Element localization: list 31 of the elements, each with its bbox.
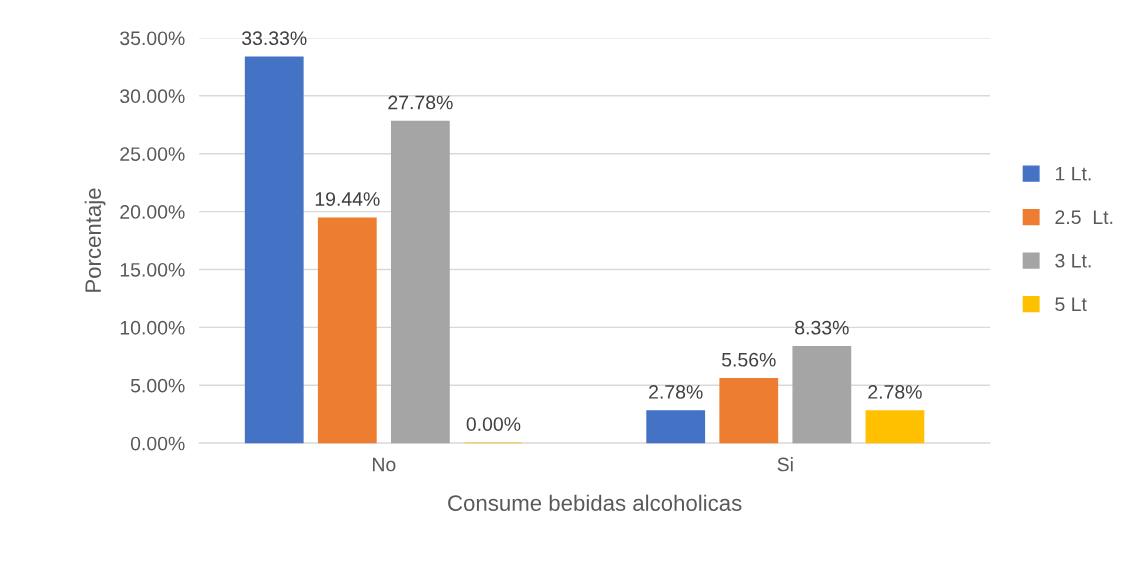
bar <box>646 410 706 444</box>
bar <box>244 56 304 444</box>
y-tick-label: 30.00% <box>120 89 185 104</box>
data-label: 33.33% <box>242 31 307 46</box>
data-label: 19.44% <box>315 192 380 206</box>
y-tick-label: 5.00% <box>130 378 185 393</box>
y-tick-label: 10.00% <box>120 320 185 335</box>
y-tick-label: 0.00% <box>130 436 185 451</box>
data-label: 27.78% <box>388 95 453 110</box>
data-label: 5.56% <box>721 352 776 367</box>
bar <box>792 346 852 444</box>
data-label: 2.78% <box>649 385 703 399</box>
bar <box>317 217 377 444</box>
y-tick-label: 15.00% <box>120 262 185 277</box>
bar <box>865 410 925 444</box>
y-axis-title: Porcentaje <box>84 188 106 292</box>
x-tick-label: No <box>373 457 396 472</box>
x-tick-label: Si <box>777 457 793 472</box>
data-label: 8.33% <box>795 320 849 335</box>
legend-label: 1 Lt. <box>1055 166 1091 181</box>
x-axis-title: Consume bebidas alcoholicas <box>448 494 742 511</box>
y-tick-label: 20.00% <box>120 205 185 219</box>
legend-label: 2.5 Lt. <box>1055 210 1113 225</box>
bar <box>719 378 779 444</box>
bar <box>390 120 450 444</box>
data-label: 2.78% <box>868 385 922 399</box>
legend-label: 3 Lt. <box>1055 253 1091 268</box>
y-tick-label: 35.00% <box>120 31 185 46</box>
y-tick-label: 25.00% <box>120 147 185 161</box>
legend-label: 5 Lt <box>1055 297 1087 312</box>
data-label: 0.00% <box>466 417 521 431</box>
